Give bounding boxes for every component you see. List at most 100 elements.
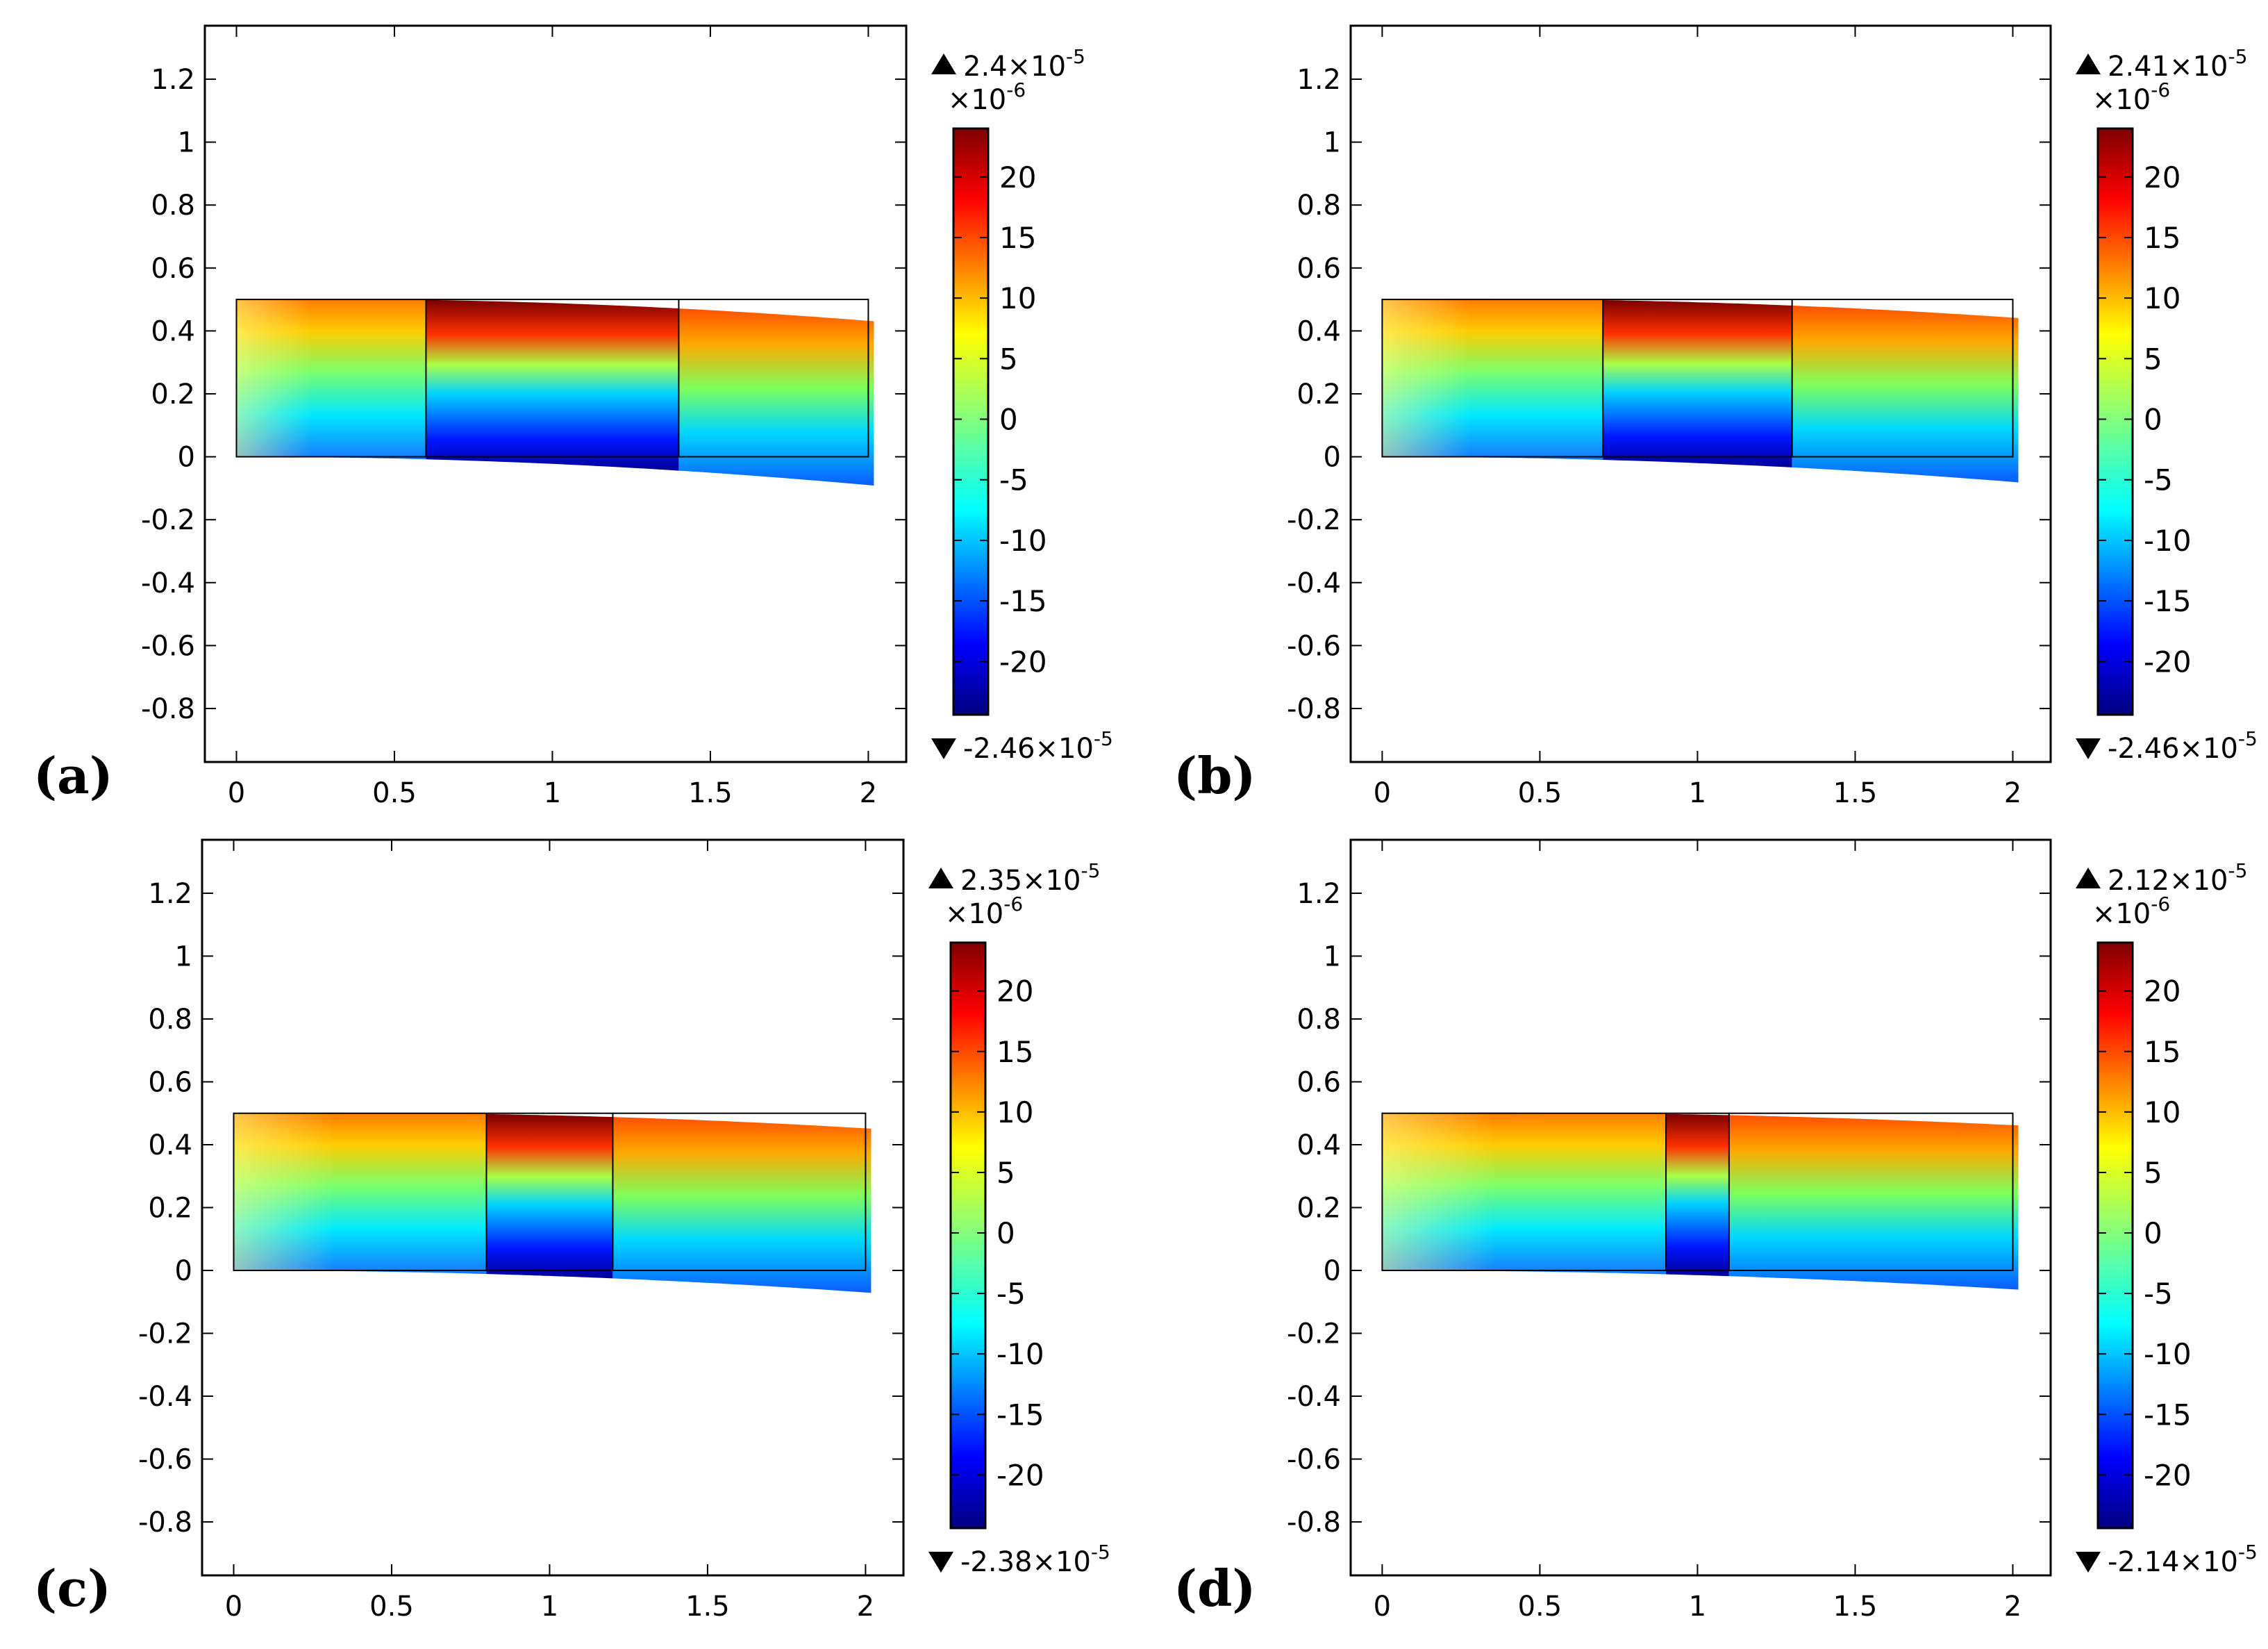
piezo-patch xyxy=(426,299,679,471)
piezo-patch xyxy=(486,1113,613,1279)
colorbar-tick-label: -20 xyxy=(997,1458,1044,1492)
y-tick-label: 0.2 xyxy=(1296,379,1341,411)
colorbar-tick-label: -20 xyxy=(2144,1458,2192,1492)
colorbar-unit: ×10-6 xyxy=(945,893,1023,930)
colorbar-tick-label: -15 xyxy=(2144,1398,2192,1432)
colorbar-tick-label: 10 xyxy=(2144,281,2181,315)
x-tick-label: 1 xyxy=(541,1591,558,1623)
y-tick-label: -0.6 xyxy=(1287,630,1341,662)
colorbar-tick-label: -10 xyxy=(2144,524,2192,558)
y-tick-label: -0.4 xyxy=(138,1381,192,1413)
colorbar-max: 2.35×10-5 xyxy=(960,859,1100,897)
x-tick-label: 0.5 xyxy=(1518,777,1562,809)
colorbar-tick-label: 20 xyxy=(2144,975,2181,1009)
x-tick-label: 0 xyxy=(1374,1591,1391,1623)
y-tick-label: 0.2 xyxy=(1296,1193,1341,1225)
y-tick-label: 1 xyxy=(1324,940,1341,972)
panel-d: 0 0.5 1 1.5 2 1.2 1 0.8 0.6 0.4 0.2 0 -0.2 -0.4 -0.6 -0… xyxy=(1174,838,2258,1623)
colorbar-max: 2.12×10-5 xyxy=(2108,859,2247,897)
min-triangle-icon xyxy=(2076,738,2101,759)
y-tick-label: 0.6 xyxy=(148,1066,192,1098)
panel-b: 0 0.5 1 1.5 2 1.2 1 0.8 0.6 0.4 0.2 0 -0.2 -0.4 -0.6 -0… xyxy=(1174,24,2258,809)
colorbar-tick-label: -20 xyxy=(999,645,1047,679)
x-tick-label: 2 xyxy=(860,777,877,809)
x-tick-label: 2 xyxy=(2004,1591,2021,1623)
colorbar-tick-label: -5 xyxy=(2144,463,2173,497)
beam-section-right xyxy=(678,308,874,486)
panel-label: (b) xyxy=(1174,746,1256,805)
y-tick-label: -0.2 xyxy=(141,504,195,536)
y-tick-label: 0.6 xyxy=(1296,253,1341,285)
colorbar-gradient xyxy=(2096,127,2134,716)
colorbar-gradient xyxy=(2096,941,2134,1530)
colorbar: 20 15 10 5 0 -5 -10 -15 -20 ×10-62.4×10-5 -2.46×10… xyxy=(931,45,1113,765)
max-triangle-icon xyxy=(2076,53,2101,74)
colorbar-tick-label: 0 xyxy=(2144,403,2162,437)
piezo-patch xyxy=(1666,1113,1729,1277)
colorbar-tick-label: 10 xyxy=(999,281,1036,315)
colorbar-tick-label: 0 xyxy=(997,1216,1015,1250)
x-tick-label: 1.5 xyxy=(1833,777,1878,809)
colorbar-tick-label: 20 xyxy=(997,975,1033,1009)
beam-section-right xyxy=(1792,305,2019,483)
colorbar-tick-label: -15 xyxy=(999,584,1047,618)
y-tick-label: -0.2 xyxy=(138,1318,192,1350)
max-triangle-icon xyxy=(931,53,956,74)
colorbar: 20 15 10 5 0 -5 -10 -15 -20 ×10-62.35×10-5 -2.38×1… xyxy=(928,859,1110,1578)
colorbar-tick-label: -10 xyxy=(999,524,1047,558)
undeformed-outline xyxy=(235,299,869,458)
min-triangle-icon xyxy=(2076,1552,2101,1573)
colorbar-tick-label: -10 xyxy=(2144,1337,2192,1371)
x-tick-label: 0.5 xyxy=(369,1591,414,1623)
y-tick-label: -0.8 xyxy=(1287,1507,1341,1539)
y-tick-label: -0.2 xyxy=(1287,1318,1341,1350)
colorbar-tick-label: -20 xyxy=(2144,645,2192,679)
x-tick-label: 0.5 xyxy=(1518,1591,1562,1623)
clamp-glow xyxy=(1382,1112,1667,1275)
colorbar-tick-label: 5 xyxy=(2144,342,2162,376)
x-tick-label: 1 xyxy=(1689,1591,1706,1623)
colorbar-tick-label: -5 xyxy=(997,1277,1026,1311)
y-tick-label: 0.4 xyxy=(148,1129,192,1161)
y-tick-label: 1.2 xyxy=(148,878,192,910)
colorbar-tick-label: 15 xyxy=(2144,1035,2181,1069)
min-triangle-icon xyxy=(931,738,956,759)
y-tick-label: -0.6 xyxy=(1287,1444,1341,1476)
beam-section-right xyxy=(1728,1115,2019,1290)
y-tick-label: 1 xyxy=(1324,127,1341,159)
colorbar: 20 15 10 5 0 -5 -10 -15 -20 ×10-62.12×10-5 -2.14×1… xyxy=(2076,859,2258,1578)
colorbar-tick-label: 15 xyxy=(2144,221,2181,255)
max-triangle-icon xyxy=(928,868,953,888)
y-tick-label: -0.4 xyxy=(141,567,195,599)
clamp-glow xyxy=(1382,299,1603,460)
y-tick-label: -0.8 xyxy=(1287,693,1341,725)
colorbar-tick-label: 5 xyxy=(997,1156,1015,1190)
x-tick-label: 1.5 xyxy=(1833,1591,1878,1623)
clamp-glow xyxy=(236,299,426,460)
colorbar-min: -2.46×10-5 xyxy=(963,727,1113,765)
y-tick-label: 1.2 xyxy=(151,64,195,96)
colorbar-tick-label: 15 xyxy=(997,1035,1033,1069)
y-tick-label: 0 xyxy=(1324,1255,1341,1287)
colorbar-tick-label: 10 xyxy=(2144,1095,2181,1129)
colorbar-tick-label: 15 xyxy=(999,221,1036,255)
y-tick-label: 1 xyxy=(175,940,192,972)
undeformed-outline xyxy=(1381,1112,2014,1272)
panel-label: (d) xyxy=(1174,1559,1256,1618)
panel-a: 0 0.5 1 1.5 2 1.2 1 0.8 0.6 0.4 0.2 0 -0.2 -0.4 -0.6 -0… xyxy=(33,24,1113,809)
panel-c: 0 0.5 1 1.5 2 1.2 1 0.8 0.6 0.4 0.2 0 -0.2 -0.4 -0.6 -0… xyxy=(33,838,1110,1623)
y-tick-label: 0.6 xyxy=(151,253,195,285)
piezo-patch xyxy=(1603,300,1792,467)
clamp-glow xyxy=(233,1112,487,1275)
y-tick-label: -0.6 xyxy=(138,1444,192,1476)
undeformed-outline xyxy=(1381,299,2014,458)
beam-section-right xyxy=(612,1117,872,1293)
y-tick-label: 0.8 xyxy=(1296,190,1341,222)
colorbar-tick-label: 0 xyxy=(2144,1216,2162,1250)
colorbar-unit: ×10-6 xyxy=(948,78,1026,116)
y-tick-label: 0 xyxy=(178,442,195,474)
colorbar-tick-label: -5 xyxy=(999,463,1028,497)
panel-label: (c) xyxy=(33,1559,111,1618)
colorbar-unit: ×10-6 xyxy=(2092,78,2170,116)
